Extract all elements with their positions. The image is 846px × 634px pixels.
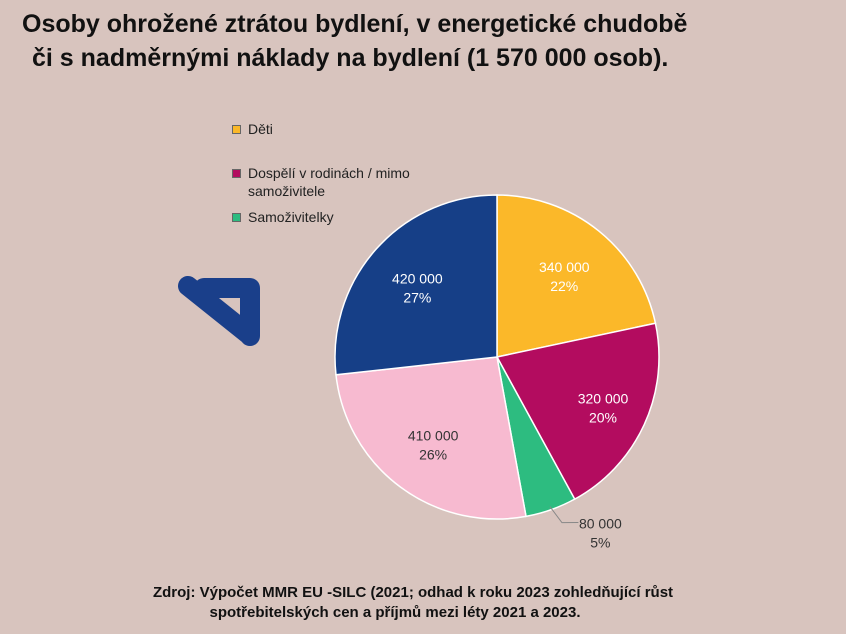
legend-label-deti: Děti	[248, 121, 273, 137]
data-label-value-dospeli: 320 000	[578, 391, 629, 407]
source-line-2: spotřebitelských cen a příjmů mezi léty …	[209, 604, 581, 621]
leader-line-samozivitelky	[549, 506, 579, 524]
source-line-1: Zdroj: Výpočet MMR EU -SILC (2021; odhad…	[152, 584, 674, 601]
pie-slice-dospeli	[495, 322, 660, 501]
pie-slice-other-blue	[334, 194, 498, 376]
data-label-value-other-blue: 420 000	[392, 271, 443, 287]
data-label-percent-other-pink: 26%	[419, 447, 447, 463]
data-label-percent-dospeli: 20%	[589, 410, 617, 426]
source-note: Zdroj: Výpočet MMR EU -SILC (2021; odhad…	[0, 583, 846, 623]
legend-swatch-deti	[232, 125, 241, 134]
data-label-value-other-pink: 410 000	[408, 428, 459, 444]
data-label-percent-other-blue: 27%	[403, 290, 431, 306]
chart-title-line-2: či s nadměrnými náklady na bydlení (1 57…	[32, 44, 669, 72]
legend-swatch-dospeli	[232, 169, 241, 178]
data-label-percent-deti: 22%	[550, 278, 578, 294]
legend-label-samozivitelky: Samoživitelky	[248, 209, 334, 225]
pie-slice-other-pink	[335, 356, 527, 520]
data-label-value-deti: 340 000	[539, 259, 590, 275]
chart-title-line-1: Osoby ohrožené ztrátou bydlení, v energe…	[22, 10, 688, 38]
arrow-down-right-icon	[178, 276, 260, 346]
data-label-value-samozivitelky: 80 000	[579, 515, 622, 531]
pie-slice-deti	[496, 194, 657, 358]
legend-label-dospeli: Dospělí v rodinách / mimo samoživitele	[248, 165, 410, 199]
legend-swatch-samozivitelky	[232, 213, 241, 222]
data-label-percent-samozivitelky: 5%	[590, 534, 610, 550]
